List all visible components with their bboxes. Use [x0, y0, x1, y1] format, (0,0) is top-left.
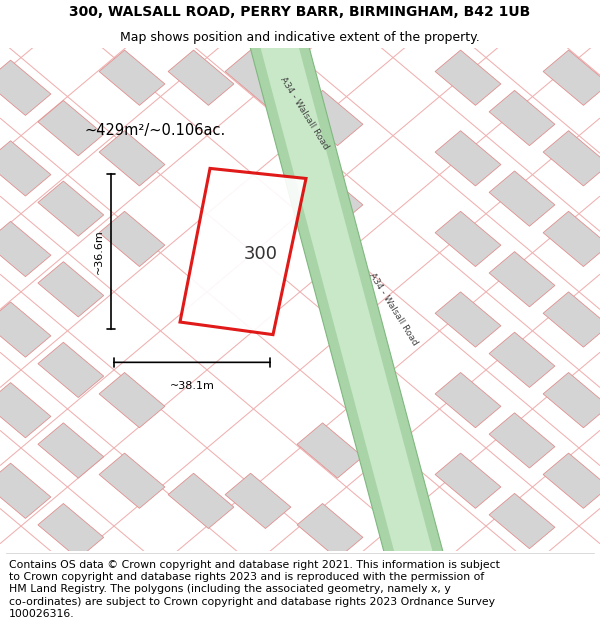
Text: A34 - Walsall Road: A34 - Walsall Road — [279, 75, 331, 151]
Polygon shape — [168, 473, 234, 529]
Polygon shape — [297, 423, 363, 478]
Polygon shape — [99, 50, 165, 106]
Text: co-ordinates) are subject to Crown copyright and database rights 2023 Ordnance S: co-ordinates) are subject to Crown copyr… — [9, 597, 495, 607]
Text: 300, WALSALL ROAD, PERRY BARR, BIRMINGHAM, B42 1UB: 300, WALSALL ROAD, PERRY BARR, BIRMINGHA… — [70, 5, 530, 19]
Polygon shape — [255, 19, 438, 580]
Polygon shape — [38, 101, 104, 156]
Polygon shape — [38, 181, 104, 236]
Text: A34 - Walsall Road: A34 - Walsall Road — [367, 271, 419, 348]
Polygon shape — [0, 382, 51, 438]
Polygon shape — [38, 504, 104, 559]
Polygon shape — [99, 453, 165, 508]
Polygon shape — [38, 423, 104, 478]
Polygon shape — [543, 453, 600, 508]
Polygon shape — [435, 131, 501, 186]
Polygon shape — [489, 332, 555, 388]
Polygon shape — [489, 171, 555, 226]
Text: HM Land Registry. The polygons (including the associated geometry, namely x, y: HM Land Registry. The polygons (includin… — [9, 584, 451, 594]
Text: ~429m²/~0.106ac.: ~429m²/~0.106ac. — [84, 123, 225, 138]
Polygon shape — [489, 493, 555, 549]
Polygon shape — [168, 50, 234, 106]
Polygon shape — [0, 141, 51, 196]
Text: ~38.1m: ~38.1m — [170, 381, 214, 391]
Text: to Crown copyright and database rights 2023 and is reproduced with the permissio: to Crown copyright and database rights 2… — [9, 572, 484, 582]
Polygon shape — [435, 372, 501, 428]
Polygon shape — [0, 60, 51, 116]
Text: ~36.6m: ~36.6m — [94, 229, 104, 274]
Polygon shape — [435, 50, 501, 106]
Polygon shape — [435, 453, 501, 508]
Polygon shape — [543, 131, 600, 186]
Polygon shape — [99, 211, 165, 266]
Polygon shape — [0, 302, 51, 358]
Polygon shape — [225, 50, 291, 106]
Polygon shape — [543, 372, 600, 428]
Polygon shape — [543, 211, 600, 266]
Polygon shape — [297, 504, 363, 559]
Polygon shape — [38, 262, 104, 317]
Polygon shape — [297, 91, 363, 146]
Polygon shape — [489, 413, 555, 468]
Polygon shape — [297, 171, 363, 226]
Text: Contains OS data © Crown copyright and database right 2021. This information is : Contains OS data © Crown copyright and d… — [9, 560, 500, 570]
Polygon shape — [38, 342, 104, 398]
Polygon shape — [180, 168, 306, 334]
Polygon shape — [0, 463, 51, 518]
Text: 300: 300 — [244, 245, 278, 263]
Polygon shape — [0, 221, 51, 277]
Polygon shape — [99, 372, 165, 428]
Polygon shape — [435, 211, 501, 266]
Text: Map shows position and indicative extent of the property.: Map shows position and indicative extent… — [120, 31, 480, 44]
Polygon shape — [489, 252, 555, 307]
Polygon shape — [245, 17, 448, 582]
Polygon shape — [543, 292, 600, 347]
Polygon shape — [489, 91, 555, 146]
Text: 100026316.: 100026316. — [9, 609, 74, 619]
Polygon shape — [99, 131, 165, 186]
Polygon shape — [225, 473, 291, 529]
Polygon shape — [435, 292, 501, 347]
Polygon shape — [543, 50, 600, 106]
